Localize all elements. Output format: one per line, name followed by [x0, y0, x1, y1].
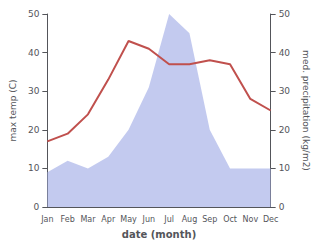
svg-text:30: 30	[28, 86, 40, 96]
svg-text:max temp (C): max temp (C)	[8, 79, 18, 141]
svg-text:Dec: Dec	[263, 215, 278, 224]
svg-text:30: 30	[279, 86, 291, 96]
svg-text:Nov: Nov	[243, 215, 259, 224]
svg-text:10: 10	[28, 163, 40, 173]
svg-text:0: 0	[34, 202, 40, 212]
svg-text:Aug: Aug	[182, 215, 198, 224]
svg-text:50: 50	[279, 9, 291, 19]
svg-text:Mar: Mar	[80, 215, 96, 224]
svg-text:Jun: Jun	[142, 215, 156, 224]
svg-text:40: 40	[28, 48, 40, 58]
svg-text:Feb: Feb	[61, 215, 75, 224]
svg-text:Oct: Oct	[223, 215, 237, 224]
svg-text:Jan: Jan	[40, 215, 53, 224]
svg-text:50: 50	[28, 9, 40, 19]
svg-text:0: 0	[279, 202, 285, 212]
svg-text:Apr: Apr	[101, 215, 116, 224]
svg-text:10: 10	[279, 163, 291, 173]
svg-text:20: 20	[28, 125, 40, 135]
svg-text:Jul: Jul	[163, 215, 174, 224]
svg-text:med. precipitation (kg/m2): med. precipitation (kg/m2)	[301, 50, 311, 171]
svg-text:Sep: Sep	[202, 215, 217, 224]
svg-text:date (month): date (month)	[122, 229, 196, 240]
svg-text:May: May	[120, 215, 137, 224]
svg-text:20: 20	[279, 125, 291, 135]
svg-text:40: 40	[279, 48, 291, 58]
